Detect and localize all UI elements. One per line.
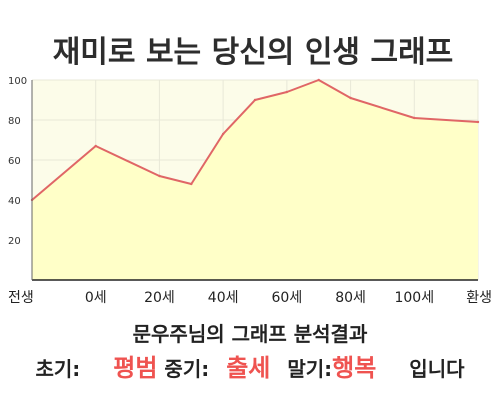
data-point-3	[190, 182, 193, 186]
analysis-result: 초기: 평범 중기: 출세 말기:행복 입니다	[0, 348, 500, 383]
y-tick-label: 60	[8, 156, 21, 167]
early-label: 초기:	[35, 357, 81, 381]
x-tick-labels: 전생 0세 20세 40세 60세 80세 100세 환생	[8, 290, 492, 306]
chart-title: 재미로 보는 당신의 인생 그래프	[53, 35, 454, 70]
x-tick-label: 환생	[466, 290, 492, 306]
data-point-2	[158, 174, 161, 178]
early-value: 평범	[113, 354, 158, 382]
data-point-10	[476, 120, 480, 124]
y-tick-label: 40	[8, 196, 21, 207]
y-tick-label: 20	[8, 236, 21, 247]
data-point-6	[285, 90, 289, 94]
middle-label: 중기:	[164, 357, 210, 381]
data-point-9	[413, 116, 416, 120]
analysis-heading-text: 문우주님의 그래프 분석결과	[132, 322, 368, 346]
data-point-1	[94, 144, 97, 148]
ending-text: 입니다	[409, 357, 465, 381]
late-label: 말기:	[287, 357, 333, 381]
x-tick-label: 60세	[272, 290, 303, 306]
x-tick-label: 100세	[394, 290, 434, 306]
y-tick-labels: 20 40 60 80 100	[8, 76, 27, 247]
data-point-5	[253, 98, 257, 102]
y-tick-label: 100	[8, 76, 27, 87]
data-points	[30, 78, 480, 202]
data-point-8	[349, 96, 352, 100]
x-tick-label: 0세	[85, 290, 107, 306]
x-tick-label: 80세	[335, 290, 366, 306]
y-tick-label: 80	[8, 116, 21, 127]
late-value: 행복	[332, 354, 377, 382]
data-point-4	[221, 132, 225, 136]
x-tick-label: 20세	[144, 290, 175, 306]
area-fill	[32, 80, 478, 280]
x-tick-label: 전생	[8, 290, 34, 306]
x-tick-label: 40세	[208, 290, 239, 306]
middle-value: 출세	[226, 354, 271, 382]
data-point-7	[317, 78, 320, 82]
analysis-heading: 문우주님의 그래프 분석결과	[0, 318, 500, 347]
